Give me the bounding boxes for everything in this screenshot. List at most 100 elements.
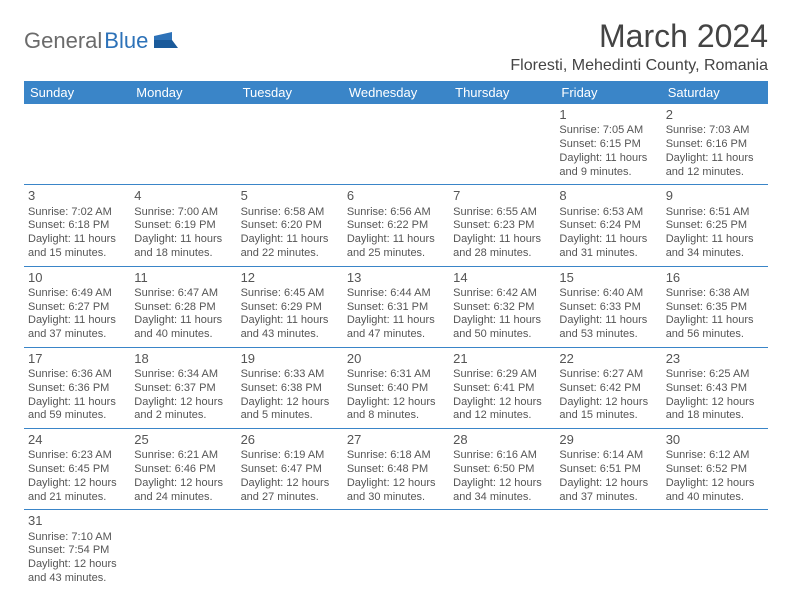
sunset-text: Sunset: 6:43 PM [666, 382, 764, 396]
calendar-cell: 28Sunrise: 6:16 AMSunset: 6:50 PMDayligh… [449, 429, 555, 510]
daylight-text: Daylight: 12 hours and 15 minutes. [559, 396, 657, 424]
calendar-row: 17Sunrise: 6:36 AMSunset: 6:36 PMDayligh… [24, 347, 768, 428]
daylight-text: Daylight: 11 hours and 37 minutes. [28, 314, 126, 342]
day-header-wednesday: Wednesday [343, 81, 449, 104]
daylight-text: Daylight: 12 hours and 5 minutes. [241, 396, 339, 424]
calendar-cell: 20Sunrise: 6:31 AMSunset: 6:40 PMDayligh… [343, 347, 449, 428]
sunrise-text: Sunrise: 6:25 AM [666, 368, 764, 382]
calendar-table: Sunday Monday Tuesday Wednesday Thursday… [24, 81, 768, 591]
daylight-text: Daylight: 11 hours and 31 minutes. [559, 233, 657, 261]
sunset-text: Sunset: 6:19 PM [134, 219, 232, 233]
daylight-text: Daylight: 11 hours and 34 minutes. [666, 233, 764, 261]
sunrise-text: Sunrise: 6:16 AM [453, 449, 551, 463]
day-number: 13 [347, 270, 445, 286]
daylight-text: Daylight: 11 hours and 22 minutes. [241, 233, 339, 261]
daylight-text: Daylight: 11 hours and 59 minutes. [28, 396, 126, 424]
calendar-cell: 8Sunrise: 6:53 AMSunset: 6:24 PMDaylight… [555, 185, 661, 266]
daylight-text: Daylight: 11 hours and 43 minutes. [241, 314, 339, 342]
calendar-cell: 19Sunrise: 6:33 AMSunset: 6:38 PMDayligh… [237, 347, 343, 428]
calendar-cell: 16Sunrise: 6:38 AMSunset: 6:35 PMDayligh… [662, 266, 768, 347]
sunrise-text: Sunrise: 6:14 AM [559, 449, 657, 463]
day-number: 14 [453, 270, 551, 286]
sunset-text: Sunset: 6:38 PM [241, 382, 339, 396]
sunset-text: Sunset: 6:41 PM [453, 382, 551, 396]
day-number: 6 [347, 188, 445, 204]
calendar-cell: 22Sunrise: 6:27 AMSunset: 6:42 PMDayligh… [555, 347, 661, 428]
calendar-cell: 15Sunrise: 6:40 AMSunset: 6:33 PMDayligh… [555, 266, 661, 347]
sunset-text: Sunset: 6:40 PM [347, 382, 445, 396]
day-header-row: Sunday Monday Tuesday Wednesday Thursday… [24, 81, 768, 104]
calendar-cell [343, 510, 449, 591]
sunrise-text: Sunrise: 6:18 AM [347, 449, 445, 463]
calendar-cell [24, 104, 130, 185]
sunset-text: Sunset: 6:37 PM [134, 382, 232, 396]
calendar-cell: 9 Sunrise: 6:51 AMSunset: 6:25 PMDaylight… [662, 185, 768, 266]
sunrise-text: Sunrise: 6:33 AM [241, 368, 339, 382]
calendar-cell [237, 104, 343, 185]
flag-icon [154, 28, 178, 54]
calendar-row: 24Sunrise: 6:23 AMSunset: 6:45 PMDayligh… [24, 429, 768, 510]
location-text: Floresti, Mehedinti County, Romania [510, 57, 768, 75]
calendar-cell [555, 510, 661, 591]
calendar-cell: 11Sunrise: 6:47 AMSunset: 6:28 PMDayligh… [130, 266, 236, 347]
calendar-cell [343, 104, 449, 185]
sunset-text: Sunset: 6:20 PM [241, 219, 339, 233]
day-number: 21 [453, 351, 551, 367]
sunrise-text: Sunrise: 6:27 AM [559, 368, 657, 382]
sunset-text: Sunset: 6:18 PM [28, 219, 126, 233]
day-header-saturday: Saturday [662, 81, 768, 104]
daylight-text: Daylight: 12 hours and 27 minutes. [241, 477, 339, 505]
calendar-cell: 3Sunrise: 7:02 AMSunset: 6:18 PMDaylight… [24, 185, 130, 266]
sunset-text: Sunset: 6:22 PM [347, 219, 445, 233]
calendar-cell: 4Sunrise: 7:00 AMSunset: 6:19 PMDaylight… [130, 185, 236, 266]
calendar-cell: 12Sunrise: 6:45 AMSunset: 6:29 PMDayligh… [237, 266, 343, 347]
day-number: 9 [666, 188, 764, 204]
calendar-cell: 23Sunrise: 6:25 AMSunset: 6:43 PMDayligh… [662, 347, 768, 428]
day-number: 2 [666, 107, 764, 123]
day-header-thursday: Thursday [449, 81, 555, 104]
sunset-text: Sunset: 6:25 PM [666, 219, 764, 233]
sunrise-text: Sunrise: 6:21 AM [134, 449, 232, 463]
calendar-cell: 1Sunrise: 7:05 AMSunset: 6:15 PMDaylight… [555, 104, 661, 185]
day-number: 30 [666, 432, 764, 448]
day-number: 29 [559, 432, 657, 448]
sunrise-text: Sunrise: 6:58 AM [241, 206, 339, 220]
sunset-text: Sunset: 6:42 PM [559, 382, 657, 396]
day-number: 24 [28, 432, 126, 448]
day-number: 22 [559, 351, 657, 367]
title-block: March 2024 Floresti, Mehedinti County, R… [510, 18, 768, 75]
daylight-text: Daylight: 11 hours and 50 minutes. [453, 314, 551, 342]
sunrise-text: Sunrise: 7:02 AM [28, 206, 126, 220]
daylight-text: Daylight: 11 hours and 12 minutes. [666, 152, 764, 180]
calendar-cell [237, 510, 343, 591]
day-number: 28 [453, 432, 551, 448]
daylight-text: Daylight: 11 hours and 47 minutes. [347, 314, 445, 342]
sunset-text: Sunset: 6:47 PM [241, 463, 339, 477]
day-number: 11 [134, 270, 232, 286]
sunrise-text: Sunrise: 6:51 AM [666, 206, 764, 220]
sunrise-text: Sunrise: 6:23 AM [28, 449, 126, 463]
calendar-row: 10Sunrise: 6:49 AMSunset: 6:27 PMDayligh… [24, 266, 768, 347]
day-number: 18 [134, 351, 232, 367]
daylight-text: Daylight: 11 hours and 9 minutes. [559, 152, 657, 180]
sunset-text: Sunset: 6:31 PM [347, 301, 445, 315]
sunrise-text: Sunrise: 6:44 AM [347, 287, 445, 301]
calendar-cell [130, 510, 236, 591]
sunset-text: Sunset: 6:50 PM [453, 463, 551, 477]
sunset-text: Sunset: 6:48 PM [347, 463, 445, 477]
calendar-cell [449, 104, 555, 185]
sunrise-text: Sunrise: 6:36 AM [28, 368, 126, 382]
day-number: 7 [453, 188, 551, 204]
calendar-cell: 17Sunrise: 6:36 AMSunset: 6:36 PMDayligh… [24, 347, 130, 428]
day-number: 27 [347, 432, 445, 448]
sunrise-text: Sunrise: 6:56 AM [347, 206, 445, 220]
sunset-text: Sunset: 6:35 PM [666, 301, 764, 315]
sunrise-text: Sunrise: 6:29 AM [453, 368, 551, 382]
sunset-text: Sunset: 6:46 PM [134, 463, 232, 477]
sunset-text: Sunset: 6:16 PM [666, 138, 764, 152]
calendar-cell: 27Sunrise: 6:18 AMSunset: 6:48 PMDayligh… [343, 429, 449, 510]
day-number: 3 [28, 188, 126, 204]
day-number: 20 [347, 351, 445, 367]
daylight-text: Daylight: 11 hours and 18 minutes. [134, 233, 232, 261]
daylight-text: Daylight: 12 hours and 37 minutes. [559, 477, 657, 505]
